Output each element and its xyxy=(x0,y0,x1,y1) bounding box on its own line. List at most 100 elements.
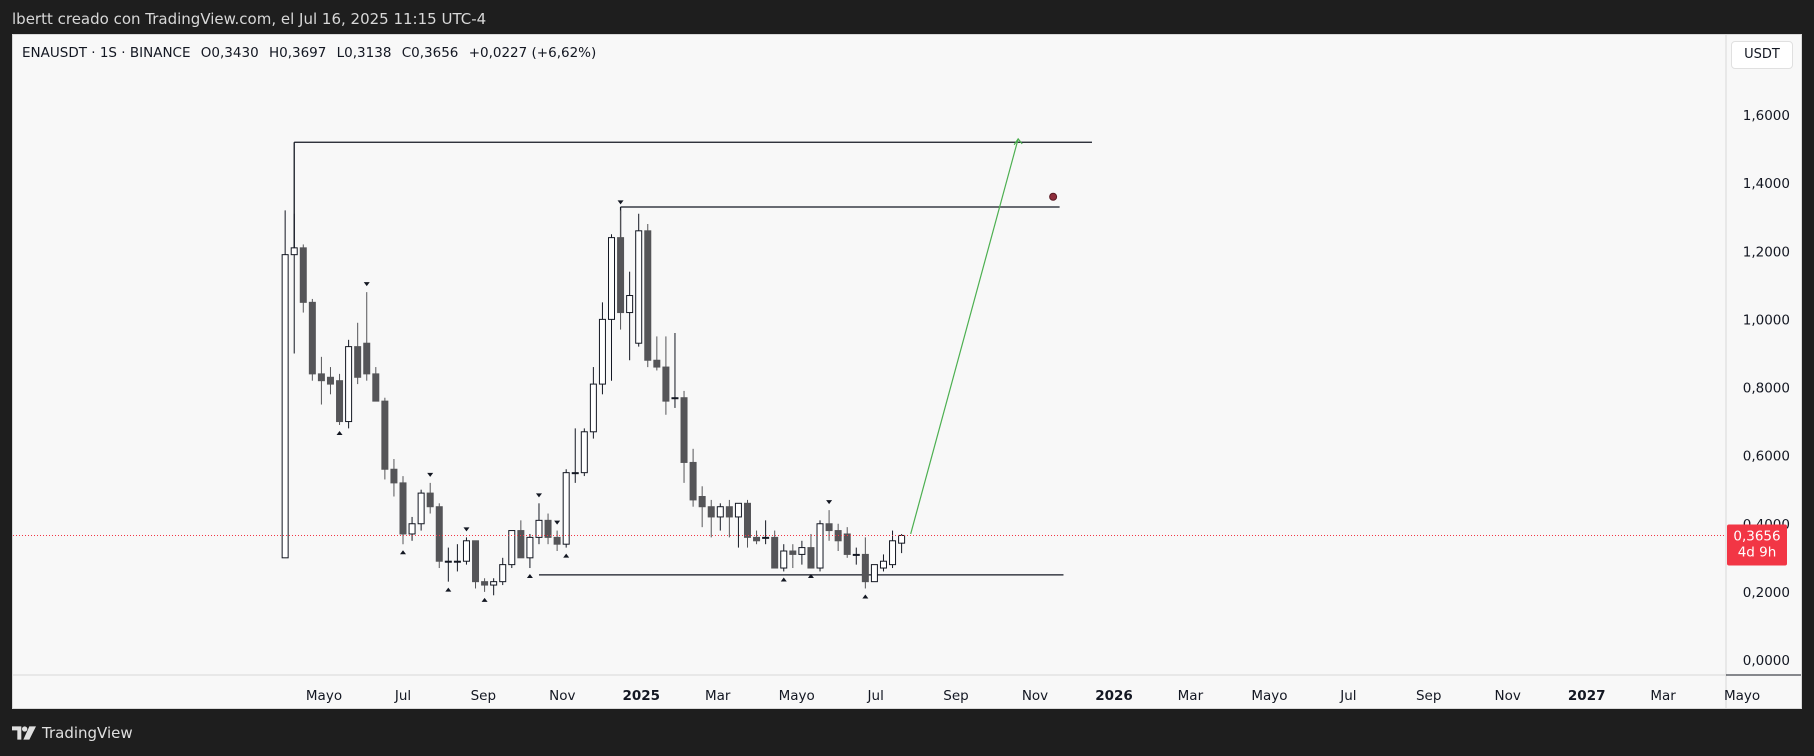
candle[interactable] xyxy=(725,506,733,518)
candle[interactable] xyxy=(898,534,906,544)
candle[interactable] xyxy=(462,540,470,562)
projection-line[interactable] xyxy=(910,138,1019,535)
candle[interactable] xyxy=(508,530,516,566)
x-tick-label: Mar xyxy=(1178,688,1204,704)
candle[interactable] xyxy=(326,376,334,385)
candle[interactable] xyxy=(472,540,480,583)
marker-down-triangle xyxy=(554,520,561,525)
candle[interactable] xyxy=(399,482,407,535)
candle[interactable] xyxy=(490,581,498,586)
candle[interactable] xyxy=(354,346,362,378)
x-tick-label: Nov xyxy=(549,688,575,704)
top-bar: lbertt creado con TradingView.com, el Ju… xyxy=(0,0,1814,34)
candle[interactable] xyxy=(716,506,724,518)
candle[interactable] xyxy=(372,373,380,402)
candle[interactable] xyxy=(562,472,570,545)
candle[interactable] xyxy=(580,431,588,474)
candle[interactable] xyxy=(299,247,307,303)
candle[interactable] xyxy=(526,536,534,559)
candle[interactable] xyxy=(363,342,371,375)
candle[interactable] xyxy=(879,560,887,569)
candle[interactable] xyxy=(444,560,452,563)
candle[interactable] xyxy=(644,230,652,361)
candle[interactable] xyxy=(408,523,416,535)
candle[interactable] xyxy=(671,397,679,400)
marker-down-triangle xyxy=(826,500,833,505)
candle[interactable] xyxy=(698,496,706,508)
candle[interactable] xyxy=(870,564,878,583)
candle[interactable] xyxy=(435,506,443,562)
candle[interactable] xyxy=(417,492,425,525)
candle[interactable] xyxy=(290,247,298,256)
candle[interactable] xyxy=(680,397,688,463)
candle[interactable] xyxy=(336,380,344,423)
change-value: +0,0227 (+6,62%) xyxy=(468,45,597,61)
candle[interactable] xyxy=(390,468,398,484)
marker-up-triangle xyxy=(807,574,814,579)
candle[interactable] xyxy=(345,346,353,423)
candle[interactable] xyxy=(789,550,797,555)
candle[interactable] xyxy=(635,230,643,344)
candle[interactable] xyxy=(499,564,507,583)
candle[interactable] xyxy=(317,373,325,382)
candle[interactable] xyxy=(780,550,788,569)
candle[interactable] xyxy=(662,366,670,402)
candle[interactable] xyxy=(453,560,461,563)
candle[interactable] xyxy=(653,359,661,368)
marker-up-triangle xyxy=(400,550,406,555)
candle[interactable] xyxy=(426,492,434,508)
candle[interactable] xyxy=(825,523,833,532)
candle[interactable] xyxy=(753,536,761,542)
candle[interactable] xyxy=(743,502,751,538)
candle[interactable] xyxy=(861,553,869,583)
marker-down-triangle xyxy=(463,527,470,532)
x-tick-label: 2027 xyxy=(1568,688,1606,704)
candle[interactable] xyxy=(852,553,860,556)
tradingview-brand: TradingView xyxy=(42,724,133,742)
candle[interactable] xyxy=(617,237,625,314)
marker-up-triangle xyxy=(526,574,533,579)
bottom-bar xyxy=(0,709,1814,756)
candle[interactable] xyxy=(843,533,851,555)
x-tick-label: Mayo xyxy=(1251,688,1287,704)
candle[interactable] xyxy=(544,519,552,538)
candle[interactable] xyxy=(517,530,525,559)
x-tick-label: Nov xyxy=(1022,688,1048,704)
candle[interactable] xyxy=(734,502,742,518)
candle[interactable] xyxy=(807,547,815,569)
candle[interactable] xyxy=(762,536,770,539)
candle[interactable] xyxy=(798,547,806,555)
candle[interactable] xyxy=(589,383,597,433)
high-value: H0,3697 xyxy=(268,45,327,61)
candle[interactable] xyxy=(626,295,634,314)
dot-marker[interactable] xyxy=(1049,192,1058,201)
candle[interactable] xyxy=(571,472,579,475)
y-tick-label: 0,8000 xyxy=(1743,381,1790,397)
currency-button[interactable]: USDT xyxy=(1731,41,1793,69)
tradingview-logo[interactable]: TradingView xyxy=(12,724,133,742)
candle[interactable] xyxy=(598,318,606,385)
y-tick-label: 0,2000 xyxy=(1743,585,1790,601)
price-label-box xyxy=(1727,524,1787,566)
candle[interactable] xyxy=(381,400,389,470)
marker-up-triangle xyxy=(481,597,488,602)
symbol-name[interactable]: ENAUSDT · 1S · BINANCE xyxy=(22,45,191,61)
candle[interactable] xyxy=(608,237,616,320)
candle[interactable] xyxy=(771,536,779,569)
x-tick-label: Sep xyxy=(471,688,496,704)
candle[interactable] xyxy=(816,523,824,569)
candle[interactable] xyxy=(481,581,489,586)
candle[interactable] xyxy=(707,506,715,518)
candle[interactable] xyxy=(308,301,316,375)
x-tick-label: Sep xyxy=(943,688,968,704)
candle[interactable] xyxy=(889,540,897,566)
tradingview-logo-icon xyxy=(12,726,36,740)
candle[interactable] xyxy=(535,519,543,538)
symbol-legend[interactable]: ENAUSDT · 1S · BINANCE O0,3430 H0,3697 L… xyxy=(22,45,602,61)
candle[interactable] xyxy=(689,461,697,501)
open-value: O0,3430 xyxy=(200,45,259,61)
candle[interactable] xyxy=(281,254,289,559)
candle[interactable] xyxy=(553,536,561,545)
marker-up-triangle xyxy=(862,594,869,599)
